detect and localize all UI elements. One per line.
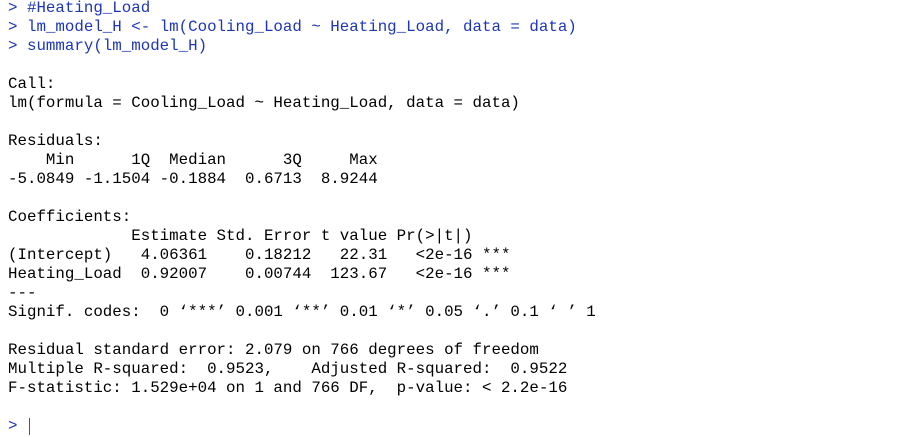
- call-formula: lm(formula = Cooling_Load ~ Heating_Load…: [8, 93, 520, 112]
- cursor: [29, 418, 30, 435]
- residuals-values: -5.0849 -1.1504 -0.1884 0.6713 8.9244: [8, 169, 388, 188]
- residuals-header: Min 1Q Median 3Q Max: [8, 150, 388, 169]
- fit-line: Residual standard error: 2.079 on 766 de…: [8, 340, 539, 359]
- fit-line: F-statistic: 1.529e+04 on 1 and 766 DF, …: [8, 378, 568, 397]
- coefficients-header: Estimate Std. Error t value Pr(>|t|): [8, 226, 511, 245]
- prompt[interactable]: >: [8, 416, 18, 435]
- call-heading: Call:: [8, 74, 56, 93]
- separator: ---: [8, 283, 37, 302]
- command: > #Heating_Load: [8, 0, 151, 17]
- coefficients-heading: Coefficients:: [8, 207, 132, 226]
- signif-codes: Signif. codes: 0 ‘***’ 0.001 ‘**’ 0.01 ‘…: [8, 302, 596, 321]
- coefficient-row: (Intercept) 4.06361 0.18212 22.31 <2e-16…: [8, 245, 511, 264]
- fit-line: Multiple R-squared: 0.9523, Adjusted R-s…: [8, 359, 577, 378]
- coefficient-row: Heating_Load 0.92007 0.00744 123.67 <2e-…: [8, 264, 511, 283]
- command: > summary(lm_model_H): [8, 36, 208, 55]
- residuals-heading: Residuals:: [8, 131, 103, 150]
- command: > lm_model_H <- lm(Cooling_Load ~ Heatin…: [8, 17, 577, 36]
